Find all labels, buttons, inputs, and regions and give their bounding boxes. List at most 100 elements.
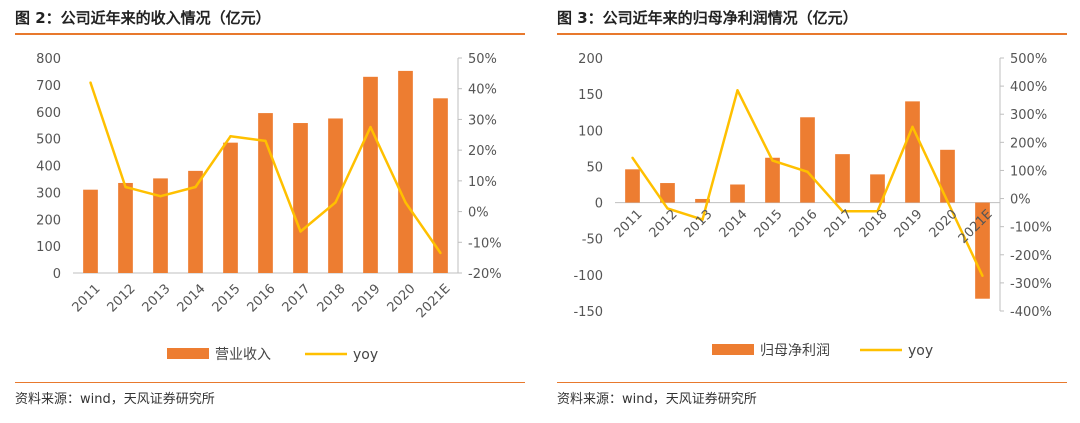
- y-tick-label: 700: [36, 79, 61, 94]
- title-rule: [557, 33, 1067, 35]
- x-tick-label: 2014: [175, 281, 209, 315]
- yoy-point-2016: [264, 139, 267, 143]
- y-tick-label: 500: [36, 133, 61, 148]
- yoy-point-2014: [194, 185, 197, 189]
- y2-tick-label: -20%: [468, 267, 502, 282]
- yoy-point-2011: [631, 156, 634, 159]
- y-tick-label: 100: [578, 124, 603, 139]
- y-tick-label: 150: [578, 88, 603, 103]
- legend-bar-swatch: [167, 348, 209, 359]
- y2-tick-label: -200%: [1010, 249, 1052, 264]
- y-tick-label: 50: [586, 160, 603, 175]
- source-rule: [557, 382, 1067, 383]
- y2-tick-label: -10%: [468, 236, 502, 251]
- bar-2011: [83, 189, 98, 273]
- net-profit-chart: -150 -100 -50 0 50 100 150 200 -400% -300% -200% -1…: [573, 52, 1052, 359]
- y-tick-label: 800: [36, 52, 61, 67]
- bar-2013: [695, 198, 710, 203]
- y2-tick-label: 30%: [468, 113, 497, 128]
- x-tick-label: 2019: [350, 281, 384, 315]
- bar-2014: [730, 184, 745, 203]
- revenue-figure-panel: 图 2：公司近年来的收入情况（亿元） 0 100 200 300 400 500 600 70…: [15, 0, 525, 423]
- yoy-point-2012: [666, 207, 669, 210]
- y2-tick-label: 200%: [1010, 136, 1047, 151]
- x-tick-label: 2011: [612, 207, 646, 241]
- yoy-point-2020: [404, 201, 407, 204]
- y2-tick-label: -400%: [1010, 305, 1052, 320]
- legend-bar-swatch: [712, 344, 754, 355]
- source-note: 资料来源：wind，天风证券研究所: [15, 392, 215, 407]
- yoy-point-2011: [89, 81, 92, 84]
- y-tick-label: 100: [36, 240, 61, 255]
- figure-title: 图 3：公司近年来的归母净利润情况（亿元）: [557, 9, 858, 27]
- figure-title: 图 2：公司近年来的收入情况（亿元）: [15, 9, 271, 27]
- yoy-point-2012: [124, 185, 127, 189]
- x-tick-label: 2019: [892, 207, 926, 241]
- yoy-point-2018: [334, 201, 337, 204]
- x-tick-label: 2016: [245, 281, 279, 315]
- title-rule: [15, 33, 525, 35]
- y2-tick-label: 50%: [468, 52, 497, 67]
- y-tick-label: -150: [573, 305, 603, 320]
- source-rule: [15, 382, 525, 383]
- bar-2017: [293, 123, 308, 273]
- yoy-point-2020: [946, 200, 949, 203]
- bar-2012: [118, 182, 133, 273]
- y2-tick-label: 10%: [468, 175, 497, 190]
- legend-line-label: yoy: [353, 347, 378, 363]
- y-tick-label: -100: [573, 269, 603, 284]
- yoy-point-2015: [771, 159, 774, 162]
- bar-2012: [660, 183, 675, 203]
- bar-2016: [258, 113, 273, 273]
- bar-2015: [223, 142, 238, 273]
- bar-2017: [835, 154, 850, 203]
- bar-2016: [800, 117, 815, 203]
- bar-2018: [870, 174, 885, 203]
- y2-tick-label: -300%: [1010, 277, 1052, 292]
- y2-tick-label: 40%: [468, 83, 497, 98]
- yoy-point-2013: [159, 195, 162, 198]
- bar-2019: [905, 101, 920, 203]
- x-tick-label: 2021E: [414, 281, 454, 321]
- bar-2020: [398, 70, 413, 274]
- bar-2019: [363, 76, 378, 273]
- bar-2014: [188, 170, 203, 273]
- yoy-point-2019: [369, 125, 372, 129]
- yoy-point-2016: [806, 170, 809, 174]
- revenue-chart: 0 100 200 300 400 500 600 700 800 -20% -10% 0% 10% 20…: [36, 52, 502, 363]
- bar-2018: [328, 118, 343, 273]
- yoy-point-2013: [701, 218, 704, 221]
- y2-tick-label: 100%: [1010, 164, 1047, 179]
- x-tick-label: 2012: [105, 281, 139, 315]
- y-tick-label: 0: [595, 197, 603, 212]
- x-tick-label: 2013: [140, 281, 174, 315]
- y2-tick-label: 20%: [468, 144, 497, 159]
- source-note: 资料来源：wind，天风证券研究所: [557, 392, 757, 407]
- bar-2021E: [433, 98, 448, 273]
- x-tick-label: 2011: [70, 281, 104, 315]
- y-tick-label: 300: [36, 186, 61, 201]
- y2-tick-label: 300%: [1010, 108, 1047, 123]
- yoy-point-2017: [841, 210, 844, 213]
- x-tick-label: 2013: [682, 207, 716, 241]
- y-tick-label: -50: [582, 233, 603, 248]
- yoy-point-2017: [299, 230, 302, 233]
- x-tick-label: 2015: [210, 281, 244, 315]
- legend-bar-label: 归母净利润: [760, 342, 830, 359]
- net-profit-figure-panel: 图 3：公司近年来的归母净利润情况（亿元） -150 -100 -50 0 50 100 1…: [557, 0, 1067, 423]
- x-tick-label: 2018: [315, 281, 349, 315]
- y2-tick-label: 0%: [1010, 193, 1031, 208]
- yoy-point-2018: [876, 210, 879, 213]
- y-tick-label: 200: [36, 213, 61, 228]
- x-tick-label: 2016: [787, 207, 821, 241]
- yoy-point-2019: [911, 125, 914, 129]
- bar-2011: [625, 169, 640, 203]
- y2-tick-label: -100%: [1010, 221, 1052, 236]
- y-tick-label: 400: [36, 160, 61, 175]
- yoy-point-2015: [229, 135, 232, 138]
- y-tick-label: 600: [36, 106, 61, 121]
- x-tick-label: 2014: [717, 207, 751, 241]
- yoy-point-2021E: [981, 274, 984, 278]
- yoy-point-2021E: [439, 251, 442, 255]
- bar-2021E: [975, 202, 990, 299]
